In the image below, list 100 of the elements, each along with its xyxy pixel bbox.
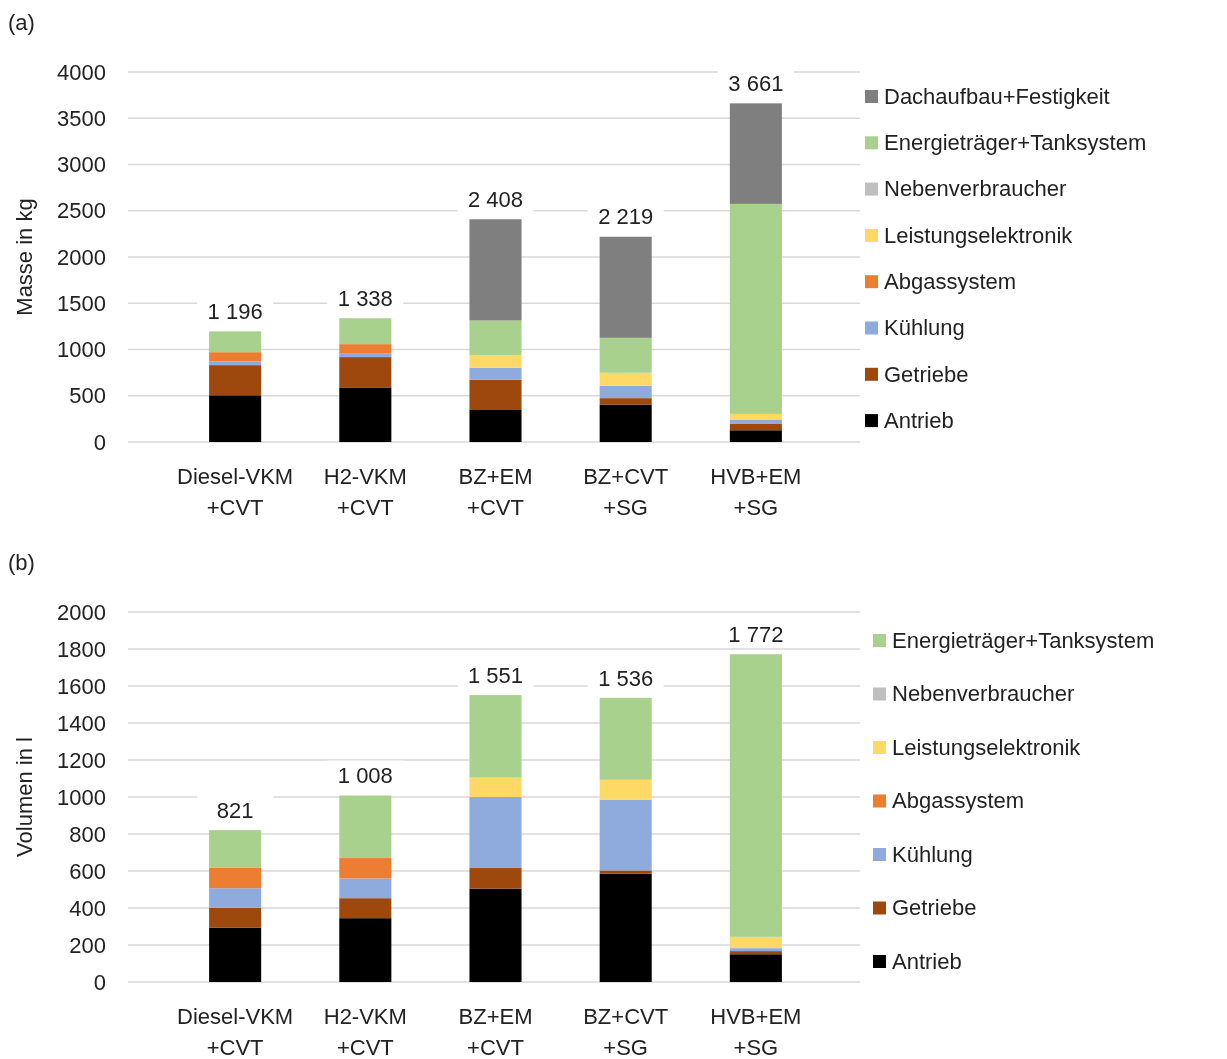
bar [599,404,652,442]
y-tick-label: 800 [69,821,106,847]
bar [209,830,262,868]
legend-label: Kühlung [884,315,965,341]
legend-label: Energieträger+Tanksystem [884,130,1147,155]
x-tick-label: H2-VKM +CVT [323,464,407,520]
bar [599,236,652,338]
bar [209,365,262,396]
bar [339,918,392,982]
bar [339,795,392,859]
y-axis-title: Masse in kg [12,198,37,316]
bar [469,868,522,889]
x-tick-label: BZ+EM +CVT [458,464,533,520]
bar [339,344,392,354]
bar [339,858,392,879]
x-tick-label: Diesel-VKM +CVT [177,1004,294,1059]
chart-title: (b) [8,550,35,575]
x-tick-label: HVB+EM +SG [710,1004,802,1059]
y-tick-label: 2000 [57,244,106,270]
bar [209,927,262,982]
total-label: 1 338 [337,285,393,311]
legend-label: Abgassystem [884,268,1017,294]
bar [469,695,522,778]
bar [469,219,522,321]
bar [469,379,522,410]
bar [729,413,782,420]
bar [599,873,652,982]
bar [599,398,652,405]
y-tick-label: 0 [93,429,106,455]
y-tick-label: 4000 [57,59,106,85]
legend-label: Getriebe [892,895,977,921]
bar [209,395,262,442]
bar [729,936,782,949]
bar [729,203,782,414]
bar [209,361,262,366]
bar [469,320,522,356]
x-tick-label: BZ+CVT +SG [583,464,669,520]
bar [209,888,262,908]
legend-label: Kühlung [892,841,973,867]
bar [339,353,392,358]
bar [729,954,782,982]
bar [339,878,392,899]
bar [209,331,262,353]
total-label: 821 [216,797,254,823]
total-label: 1 772 [728,621,784,647]
bar [599,799,652,871]
legend-label: Antrieb [892,948,962,974]
bar [599,697,652,780]
legend-label: Leistungselektronik [884,222,1074,248]
legend-label: Abgassystem [892,788,1025,814]
bar [469,777,522,797]
bar [209,352,262,362]
total-label: 1 551 [467,662,524,688]
legend-label: Nebenverbraucher [892,681,1075,707]
y-tick-label: 3000 [57,152,106,178]
x-tick-label: BZ+CVT +SG [583,1004,669,1059]
y-tick-label: 3500 [57,105,106,131]
y-tick-label: 200 [69,932,106,958]
bar [729,430,782,442]
bar [729,423,782,431]
y-tick-label: 600 [69,858,106,884]
total-label: 1 536 [598,665,654,691]
y-tick-label: 400 [69,895,106,921]
bar [339,898,392,919]
total-label: 3 661 [728,71,784,97]
y-tick-label: 2000 [57,599,106,625]
y-tick-label: 1600 [57,673,106,699]
legend-label: Getriebe [884,361,969,387]
y-tick-label: 0 [93,969,106,995]
bar [599,779,652,800]
y-tick-label: 1500 [57,290,106,316]
x-tick-label: HVB+EM +SG [710,464,802,520]
bar [599,337,652,373]
chart-title: (a) [8,10,35,35]
bar [469,888,522,982]
bar [209,867,262,889]
y-tick-label: 500 [69,383,106,409]
bar [469,410,522,442]
bar [469,367,522,380]
legend-label: Antrieb [884,407,954,433]
bar [339,318,392,345]
bar [599,372,652,386]
y-tick-label: 1000 [57,337,106,363]
bar [339,387,392,442]
bar [469,355,522,368]
legend-label: Dachaufbau+Festigkeit [884,83,1110,109]
legend-label: Energieträger+Tanksystem [892,627,1155,653]
x-tick-label: H2-VKM +CVT [323,1004,407,1059]
bar [339,357,392,388]
bar [729,103,782,204]
total-label: 1 008 [337,763,393,789]
bar [209,907,262,928]
bar [469,797,522,869]
bar [599,385,652,399]
bar [729,419,782,424]
y-tick-label: 2500 [57,198,106,224]
total-label: 1 196 [207,299,263,325]
y-tick-label: 1800 [57,636,106,662]
y-axis-title: Volumen in l [12,737,37,857]
total-label: 2 408 [467,186,524,212]
